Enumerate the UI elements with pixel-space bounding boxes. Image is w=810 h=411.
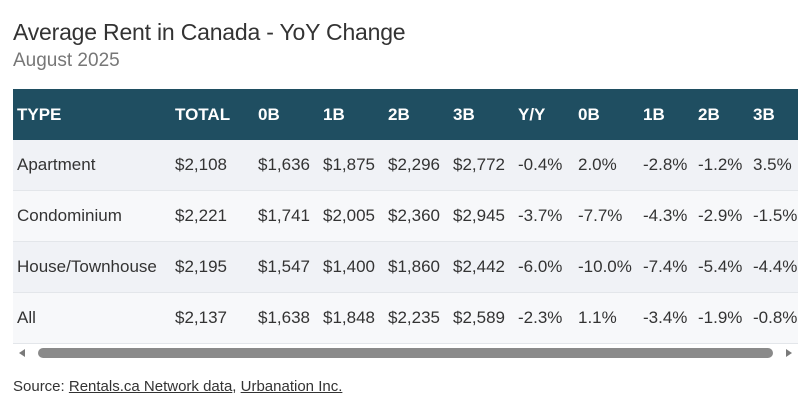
- table-cell: $1,741: [254, 190, 319, 242]
- row-label-cell: Apartment: [13, 140, 171, 191]
- table-row: Apartment $2,108 $1,636 $1,875 $2,296 $2,772-…: [13, 140, 798, 191]
- table-cell: -0.8%: [749, 292, 798, 344]
- source-note: Source: Rentals.ca Network data, Urbanat…: [13, 378, 342, 395]
- table-cell: $2,442: [449, 241, 514, 293]
- table-cell: -2.9%: [694, 190, 749, 242]
- table-cell: 2.0%: [574, 140, 639, 191]
- table-cell: $1,638: [254, 292, 319, 344]
- table-cell: $2,589: [449, 292, 514, 344]
- table-cell: $1,400: [319, 241, 384, 293]
- table-header-row: TYPE TOTAL 0B 1B 2B 3B Y/Y 0B 1B 2B 3B: [13, 89, 798, 140]
- row-label-cell: Condominium: [13, 190, 171, 242]
- table-cell: $2,235: [384, 292, 449, 344]
- table-row: House/Townhouse $2,195 $1,547 $1,400 $1,860 $…: [13, 241, 798, 293]
- table-cell: $1,636: [254, 140, 319, 191]
- source-prefix: Source:: [13, 378, 69, 395]
- table-cell: $2,296: [384, 140, 449, 191]
- table-cell: $2,360: [384, 190, 449, 242]
- table-cell: -7.4%: [639, 241, 694, 293]
- table-cell: -3.4%: [639, 292, 694, 344]
- scroll-left-arrow-icon[interactable]: [19, 349, 25, 357]
- table-cell: -2.8%: [639, 140, 694, 191]
- table-row: All $2,137 $1,638 $1,848 $2,235 $2,589 -2.3% 1.…: [13, 292, 798, 344]
- table-cell: -3.7%: [514, 190, 574, 242]
- table-cell: $2,195: [171, 241, 254, 293]
- table-cell: $1,875: [319, 140, 384, 191]
- table-cell: 1.1%: [574, 292, 639, 344]
- table-cell: $1,848: [319, 292, 384, 344]
- scrollbar-thumb[interactable]: [38, 348, 773, 358]
- table-body: Apartment $2,108 $1,636 $1,875 $2,296 $2,772-…: [13, 140, 798, 344]
- table-cell: -2.3%: [514, 292, 574, 344]
- table-cell: -5.4%: [694, 241, 749, 293]
- table-cell: $1,860: [384, 241, 449, 293]
- horizontal-scrollbar[interactable]: [13, 345, 798, 361]
- table-cell: -1.2%: [694, 140, 749, 191]
- column-header: TOTAL: [171, 89, 254, 140]
- table-cell: -4.3%: [639, 190, 694, 242]
- column-header: 0B: [254, 89, 319, 140]
- table-cell: $2,221: [171, 190, 254, 242]
- column-header: 2B: [384, 89, 449, 140]
- row-label-cell: All: [13, 292, 171, 344]
- table-cell: $2,108: [171, 140, 254, 191]
- column-header: 1B: [319, 89, 384, 140]
- row-label-cell: House/Townhouse: [13, 241, 171, 293]
- chart-subtitle: August 2025: [13, 50, 120, 71]
- column-header: 0B: [574, 89, 639, 140]
- table-cell: -6.0%: [514, 241, 574, 293]
- column-header: Y/Y: [514, 89, 574, 140]
- table-cell: -1.5%: [749, 190, 798, 242]
- column-header: TYPE: [13, 89, 171, 140]
- column-header: 3B: [449, 89, 514, 140]
- table-cell: $2,005: [319, 190, 384, 242]
- table-cell: $2,772: [449, 140, 514, 191]
- table-cell: -10.0%: [574, 241, 639, 293]
- table-cell: $2,945: [449, 190, 514, 242]
- chart-title: Average Rent in Canada - YoY Change: [13, 19, 406, 45]
- scroll-right-arrow-icon[interactable]: [786, 349, 792, 357]
- table-cell: 3.5%: [749, 140, 798, 191]
- column-header: 3B: [749, 89, 798, 140]
- column-header: 1B: [639, 89, 694, 140]
- table-cell: $2,137: [171, 292, 254, 344]
- source-link-urbanation[interactable]: Urbanation Inc.: [240, 378, 343, 395]
- table-cell: -1.9%: [694, 292, 749, 344]
- table-row: Condominium $2,221 $1,741 $2,005 $2,360 $2,94…: [13, 190, 798, 242]
- source-separator: ,: [232, 378, 241, 395]
- rent-table: TYPE TOTAL 0B 1B 2B 3B Y/Y 0B 1B 2B 3B Apartment $2…: [13, 89, 798, 344]
- column-header: 2B: [694, 89, 749, 140]
- table-cell: -0.4%: [514, 140, 574, 191]
- table-cell: -4.4%: [749, 241, 798, 293]
- table-cell: -7.7%: [574, 190, 639, 242]
- table-cell: $1,547: [254, 241, 319, 293]
- source-link-rentals[interactable]: Rentals.ca Network data: [68, 378, 233, 395]
